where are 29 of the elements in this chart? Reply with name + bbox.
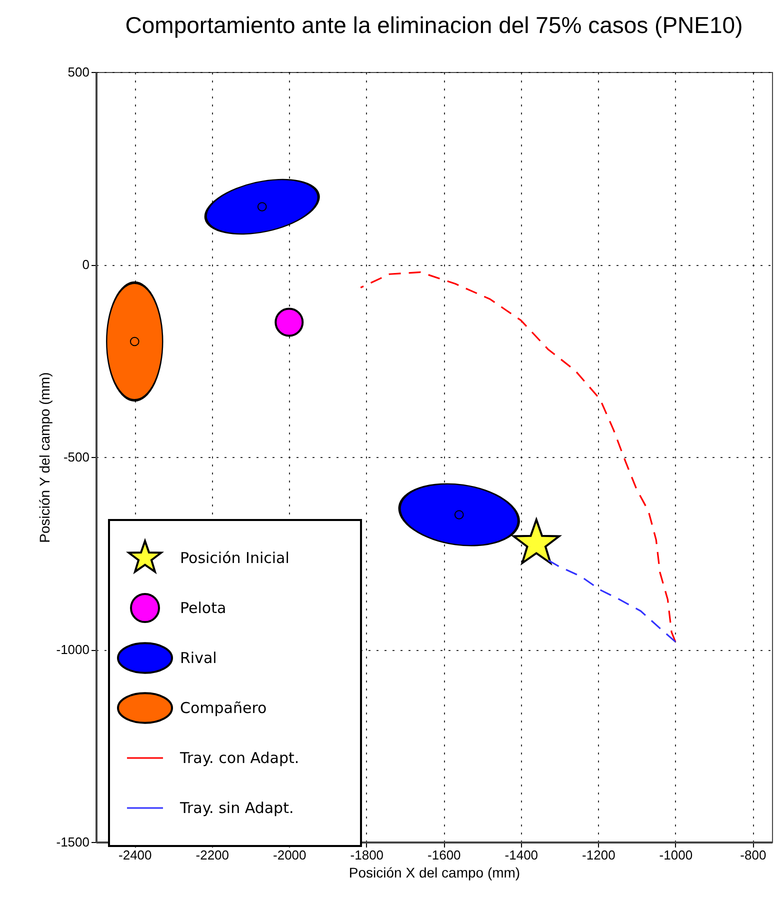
- x-tick-label: -1000: [659, 848, 693, 862]
- legend-label: Compañero: [180, 699, 267, 717]
- point: [257, 202, 267, 212]
- point: [130, 336, 140, 346]
- y-tick-label: -1500: [56, 834, 90, 850]
- legend-label: Tray. sin Adapt.: [180, 799, 294, 817]
- x-tick-label: -2000: [273, 848, 306, 862]
- y-tick-label: -500: [63, 450, 90, 464]
- legend-label: Posición Inicial: [180, 549, 290, 567]
- x-tick-label: -1200: [582, 848, 616, 862]
- x-axis-title: Posición X del campo (mm): [348, 864, 520, 880]
- point: [454, 510, 464, 520]
- x-tick-label: -1400: [504, 848, 538, 862]
- line-series: [545, 558, 676, 643]
- legend-label: Rival: [180, 649, 217, 667]
- y-tick-label: 500: [68, 64, 90, 80]
- x-tick-label: -800: [740, 848, 766, 862]
- y-axis-title: Posición Y del campo (mm): [36, 372, 52, 543]
- chart-title: Comportamiento ante la eliminacion del 75% casos (PNE10): [125, 12, 743, 38]
- y-tick-label: -1000: [56, 642, 90, 657]
- x-tick-label: -2400: [118, 848, 152, 862]
- x-tick-label: -2200: [196, 848, 230, 862]
- x-tick-label: -1600: [428, 848, 461, 862]
- y-tick-label: 0: [82, 257, 90, 272]
- point: [274, 308, 304, 337]
- legend-label: Tray. con Adapt.: [180, 749, 300, 767]
- line-series: [360, 271, 676, 643]
- x-tick-label: -1800: [350, 848, 384, 862]
- legend-label: Pelota: [180, 599, 226, 617]
